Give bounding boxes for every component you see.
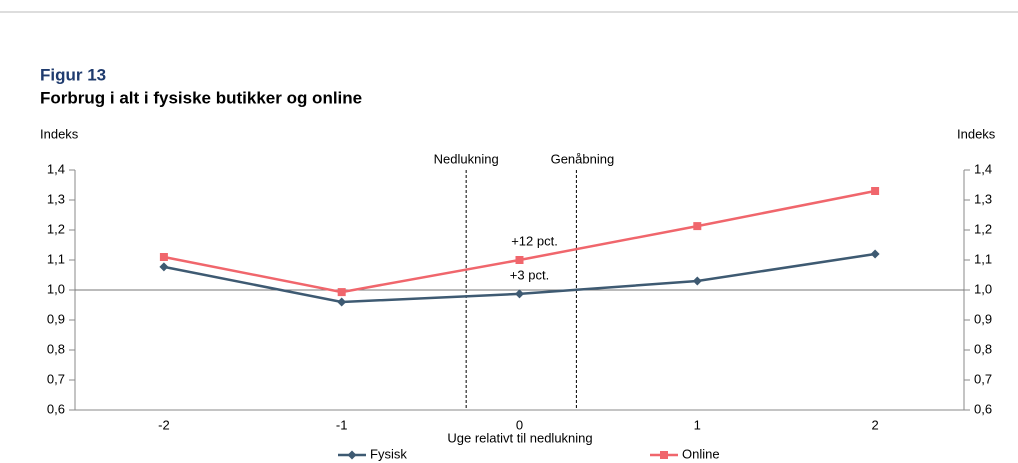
marker-square: [871, 187, 880, 195]
y2-tick-label: 1,1: [974, 251, 992, 266]
y-tick-label: 0,7: [47, 371, 65, 386]
y-tick-label: 0,6: [47, 401, 65, 416]
y-tick-label: 1,0: [47, 281, 65, 296]
x-tick-label: 1: [694, 417, 701, 432]
y2-tick-label: 1,4: [974, 161, 992, 176]
marker-diamond: [692, 276, 702, 286]
y-tick-label: 0,9: [47, 311, 65, 326]
event-label: Nedlukning: [434, 151, 499, 166]
marker-diamond: [159, 262, 169, 272]
y2-tick-label: 0,9: [974, 311, 992, 326]
x-tick-label: -2: [158, 417, 170, 432]
marker-diamond: [870, 249, 880, 259]
y2-tick-label: 1,0: [974, 281, 992, 296]
annotation: +12 pct.: [511, 233, 558, 248]
event-label: Genåbning: [551, 151, 615, 166]
chart-title: Forbrug i alt i fysiske butikker og onli…: [40, 88, 362, 107]
y2-tick-label: 0,8: [974, 341, 992, 356]
y2-tick-label: 1,3: [974, 191, 992, 206]
x-axis-label: Uge relativt til nedlukning: [447, 430, 592, 445]
y-tick-label: 1,3: [47, 191, 65, 206]
x-tick-label: -1: [336, 417, 348, 432]
marker-square: [515, 256, 524, 264]
marker-diamond: [515, 289, 524, 299]
y2-tick-label: 1,2: [974, 221, 992, 236]
y-tick-label: 1,2: [47, 221, 65, 236]
y2-tick-label: 0,7: [974, 371, 992, 386]
y2-axis-label: Indeks: [957, 126, 996, 141]
y-axis-label: Indeks: [40, 126, 79, 141]
y-tick-label: 1,4: [47, 161, 65, 176]
marker-diamond: [337, 297, 347, 307]
legend-label: Online: [682, 446, 720, 461]
y-tick-label: 0,8: [47, 341, 65, 356]
marker-square: [693, 222, 702, 231]
marker-square: [337, 288, 346, 297]
marker-square: [159, 253, 168, 261]
figure-label: Figur 13: [40, 65, 106, 84]
marker-square: [660, 451, 668, 459]
x-tick-label: 0: [516, 417, 523, 432]
legend-label: Fysisk: [370, 446, 407, 461]
y2-tick-label: 0,6: [974, 401, 992, 416]
x-tick-label: 2: [871, 417, 878, 432]
annotation: +3 pct.: [510, 267, 549, 282]
marker-diamond: [347, 450, 357, 460]
y-tick-label: 1,1: [47, 251, 65, 266]
